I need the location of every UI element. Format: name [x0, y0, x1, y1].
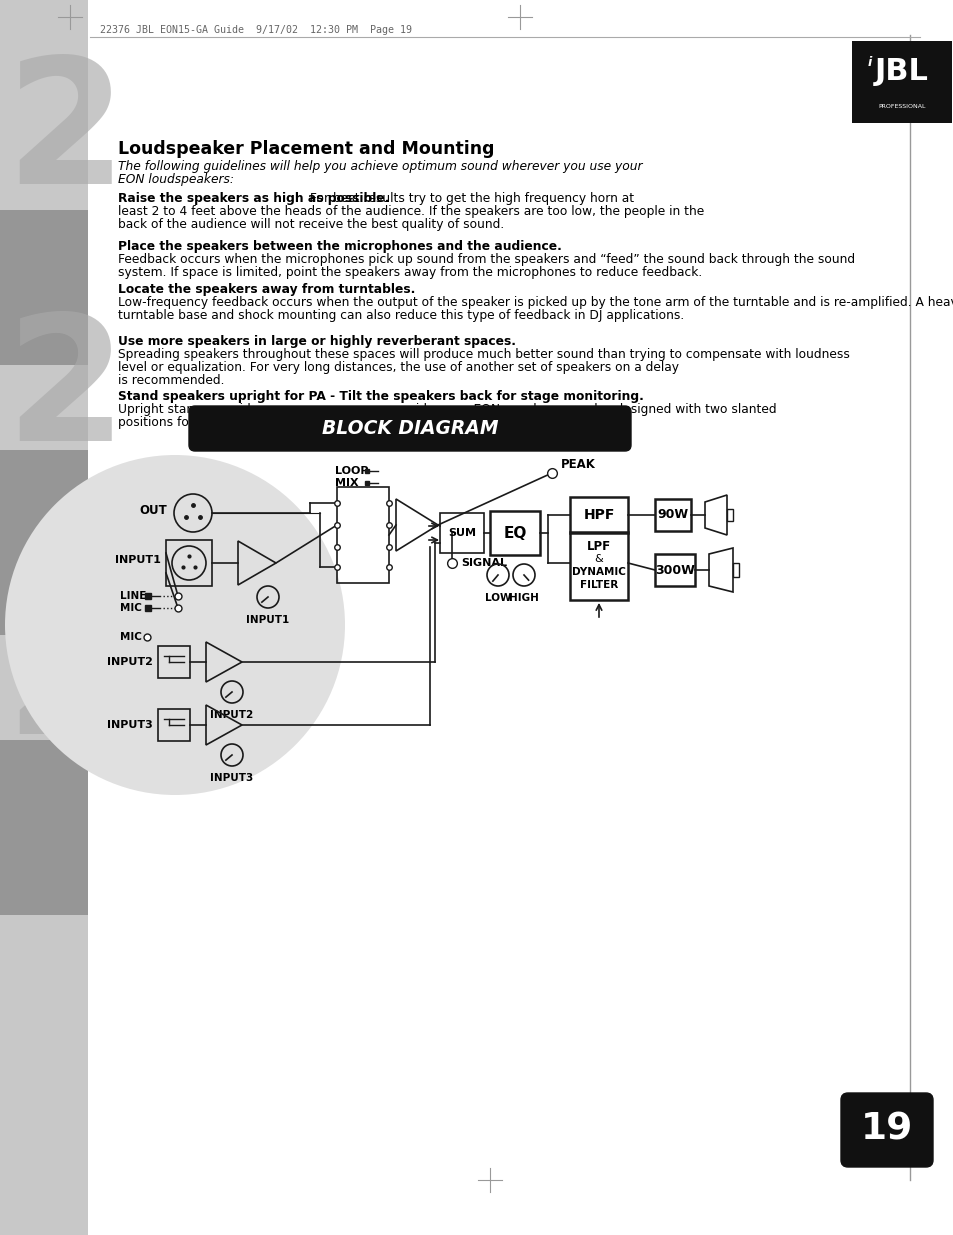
- Text: Feedback occurs when the microphones pick up sound from the speakers and “feed” : Feedback occurs when the microphones pic…: [118, 253, 854, 266]
- Text: Low-frequency feedback occurs when the output of the speaker is picked up by the: Low-frequency feedback occurs when the o…: [118, 296, 953, 309]
- Text: Locate the speakers away from turntables.: Locate the speakers away from turntables…: [118, 283, 415, 296]
- FancyBboxPatch shape: [841, 1093, 932, 1167]
- Text: FILTER: FILTER: [579, 580, 618, 590]
- Text: Loudspeaker Placement and Mounting: Loudspeaker Placement and Mounting: [118, 140, 494, 158]
- Bar: [0, 450, 88, 635]
- Bar: [851, 41, 951, 124]
- Text: INPUT1: INPUT1: [115, 555, 161, 564]
- Text: Use more speakers in large or highly reverberant spaces.: Use more speakers in large or highly rev…: [118, 335, 516, 348]
- Text: LOW: LOW: [484, 593, 511, 603]
- Text: INPUT1: INPUT1: [246, 615, 290, 625]
- Text: LINE: LINE: [120, 592, 146, 601]
- Text: system. If space is limited, point the speakers away from the microphones to red: system. If space is limited, point the s…: [118, 266, 701, 279]
- Circle shape: [5, 454, 345, 795]
- Text: 90W: 90W: [657, 509, 688, 521]
- Text: 300W: 300W: [655, 563, 694, 577]
- Text: i: i: [867, 57, 871, 69]
- Text: EON loudspeakers:: EON loudspeakers:: [118, 173, 233, 186]
- Text: INPUT2: INPUT2: [107, 657, 152, 667]
- Text: &: &: [594, 555, 602, 564]
- Bar: [158, 646, 190, 678]
- Text: 2: 2: [5, 308, 126, 477]
- Bar: [569, 496, 627, 534]
- Text: 22376 JBL EON15-GA Guide  9/17/02  12:30 PM  Page 19: 22376 JBL EON15-GA Guide 9/17/02 12:30 P…: [100, 25, 412, 35]
- Text: INPUT2: INPUT2: [211, 710, 253, 720]
- Text: OUT: OUT: [139, 505, 167, 517]
- Text: back of the audience will not receive the best quality of sound.: back of the audience will not receive th…: [118, 219, 504, 231]
- Text: For best results try to get the high frequency horn at: For best results try to get the high fre…: [306, 191, 634, 205]
- FancyBboxPatch shape: [189, 406, 630, 451]
- Bar: [166, 540, 212, 585]
- Bar: [0, 0, 88, 1235]
- Text: least 2 to 4 feet above the heads of the audience. If the speakers are too low, : least 2 to 4 feet above the heads of the…: [118, 205, 703, 219]
- Text: level or equalization. For very long distances, the use of another set of speake: level or equalization. For very long dis…: [118, 361, 679, 374]
- Text: The following guidelines will help you achieve optimum sound wherever you use yo: The following guidelines will help you a…: [118, 161, 641, 173]
- Text: LOOP: LOOP: [335, 466, 368, 475]
- Text: turntable base and shock mounting can also reduce this type of feedback in DJ ap: turntable base and shock mounting can al…: [118, 309, 683, 322]
- Text: INPUT3: INPUT3: [211, 773, 253, 783]
- Text: MIC: MIC: [120, 632, 142, 642]
- Text: 2: 2: [5, 601, 126, 769]
- Text: JBL: JBL: [874, 58, 928, 86]
- Text: PROFESSIONAL: PROFESSIONAL: [878, 105, 924, 110]
- Text: MIC: MIC: [120, 603, 142, 613]
- Text: PEAK: PEAK: [560, 458, 596, 472]
- Text: HIGH: HIGH: [509, 593, 538, 603]
- Bar: [655, 555, 695, 585]
- Text: DYNAMIC: DYNAMIC: [572, 567, 625, 577]
- Bar: [336, 487, 389, 583]
- Text: Place the speakers between the microphones and the audience.: Place the speakers between the microphon…: [118, 240, 561, 253]
- Bar: [0, 210, 88, 366]
- Text: MIX: MIX: [335, 478, 358, 488]
- Text: Stand speakers upright for PA - Tilt the speakers back for stage monitoring.: Stand speakers upright for PA - Tilt the…: [118, 390, 643, 403]
- Text: Spreading speakers throughout these spaces will produce much better sound than t: Spreading speakers throughout these spac…: [118, 348, 849, 361]
- Text: EQ: EQ: [503, 526, 526, 541]
- Bar: [439, 513, 483, 553]
- Bar: [490, 511, 539, 555]
- Text: is recommended.: is recommended.: [118, 374, 224, 387]
- Text: INPUT3: INPUT3: [107, 720, 152, 730]
- Bar: [726, 509, 732, 521]
- Text: Raise the speakers as high as possible.: Raise the speakers as high as possible.: [118, 191, 389, 205]
- Bar: [655, 499, 690, 531]
- Bar: [158, 709, 190, 741]
- Text: LPF: LPF: [586, 541, 611, 553]
- Text: Upright stance provides even coverage over a wide area. EON speakers are also de: Upright stance provides even coverage ov…: [118, 403, 776, 416]
- Bar: [569, 532, 627, 600]
- Bar: [732, 563, 739, 577]
- Text: 19: 19: [860, 1112, 912, 1149]
- Bar: [0, 740, 88, 915]
- Text: 2: 2: [5, 51, 126, 220]
- Text: HPF: HPF: [582, 508, 614, 522]
- Text: BLOCK DIAGRAM: BLOCK DIAGRAM: [321, 419, 497, 437]
- Text: SIGNAL: SIGNAL: [460, 558, 506, 568]
- Text: SUM: SUM: [448, 529, 476, 538]
- Text: positions for stage monitoring applications.: positions for stage monitoring applicati…: [118, 416, 384, 429]
